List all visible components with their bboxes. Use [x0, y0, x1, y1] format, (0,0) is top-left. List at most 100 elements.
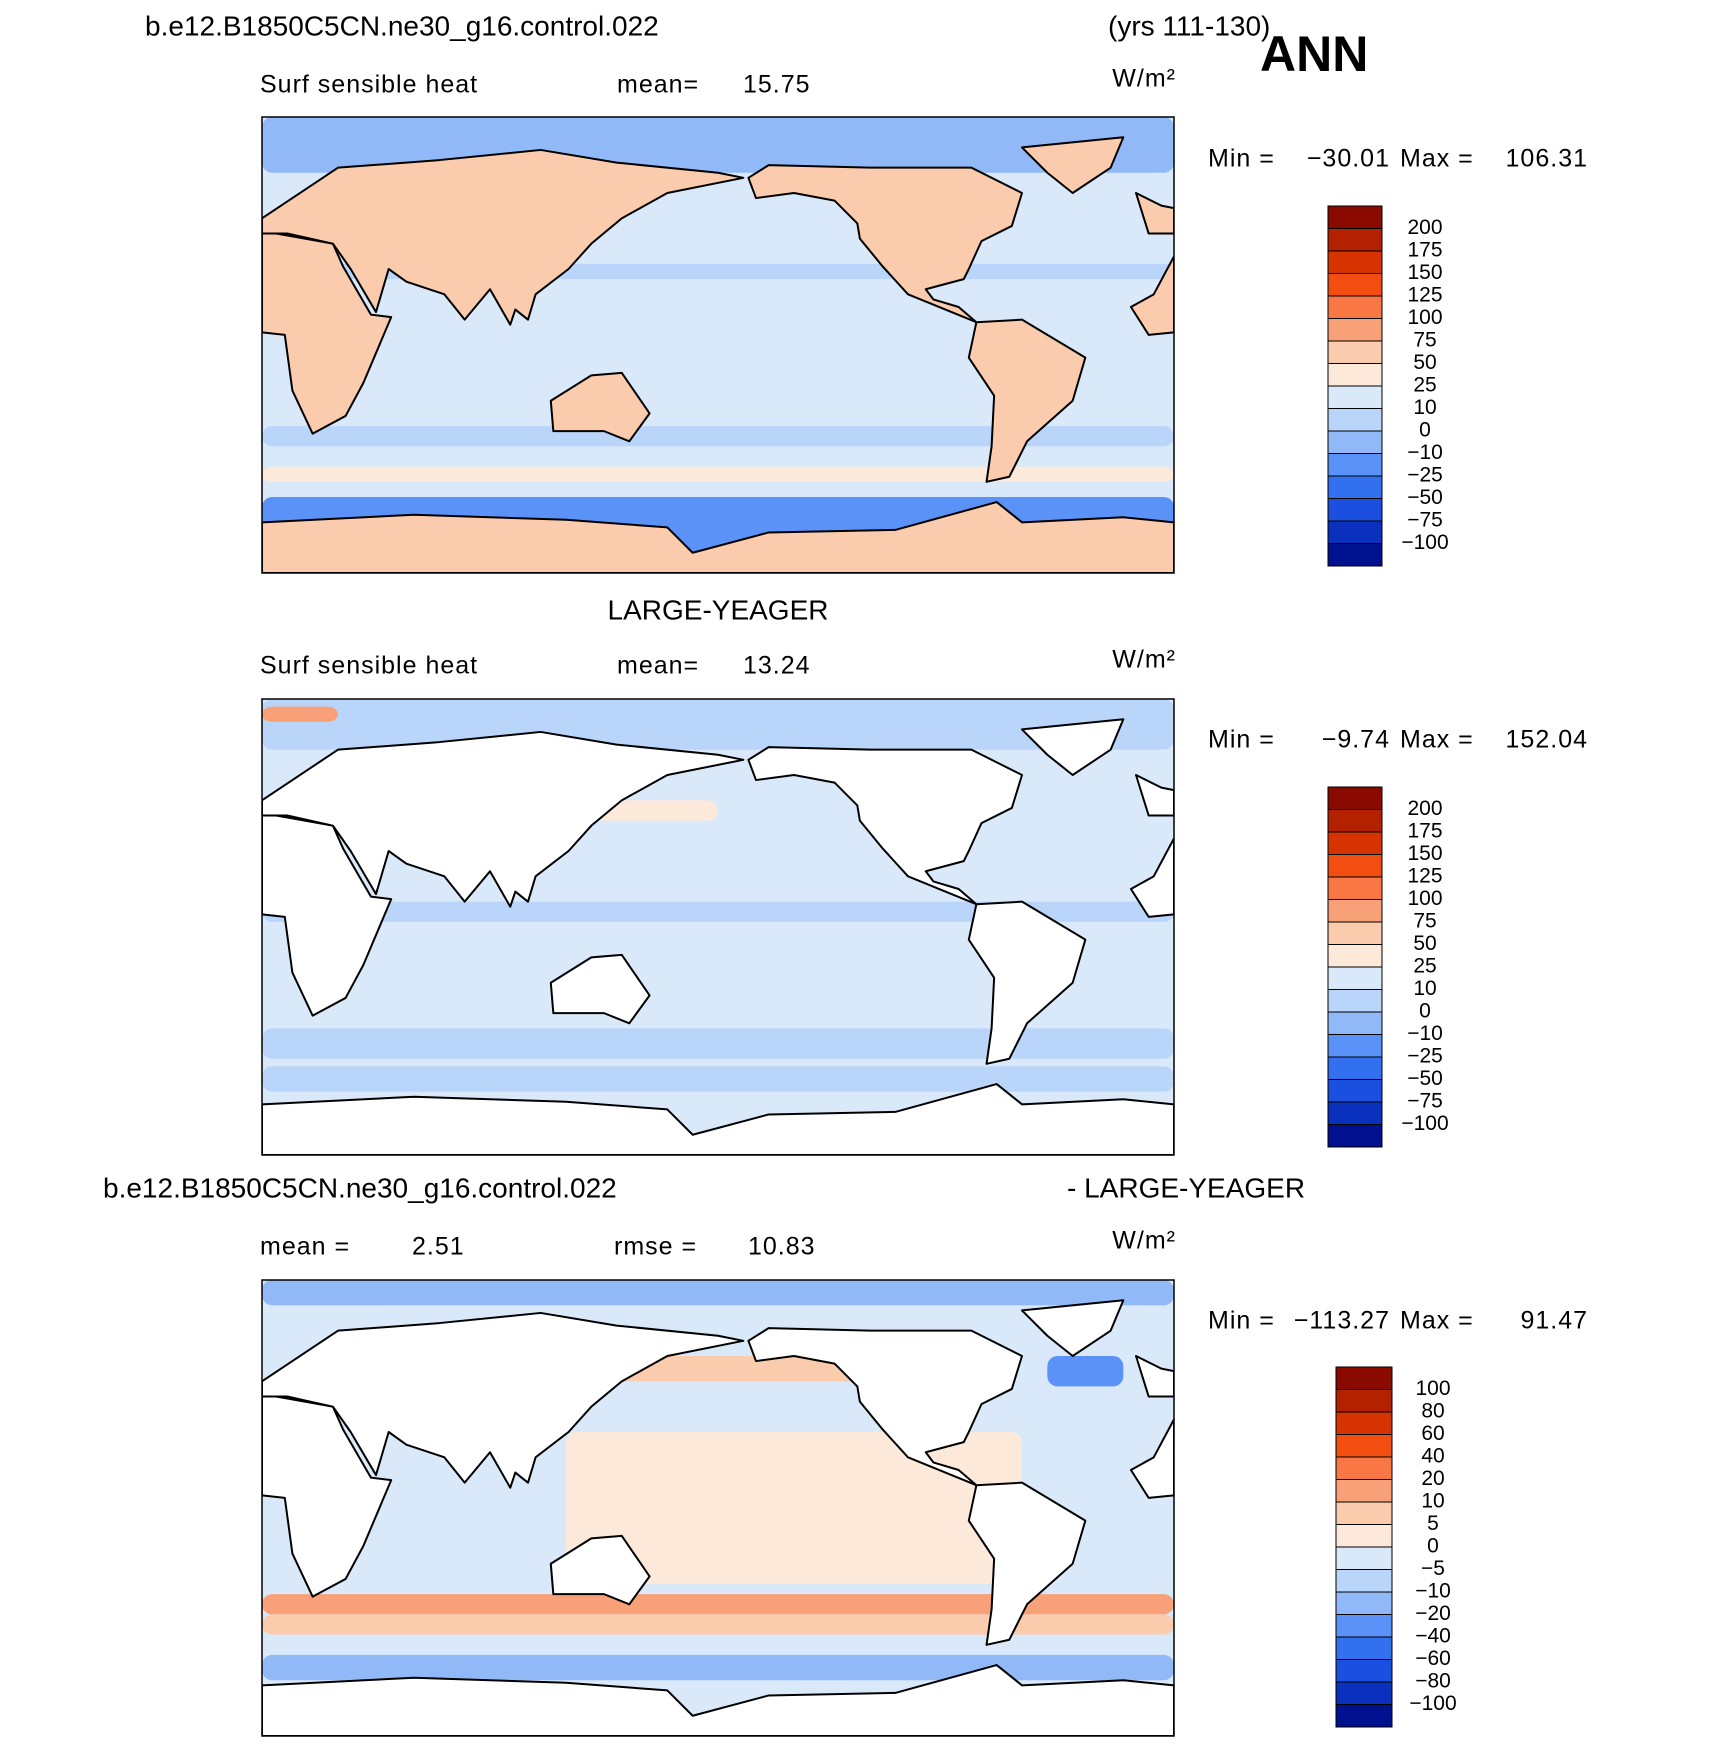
map [262, 117, 1174, 573]
units: W/m² [1112, 1227, 1176, 1255]
stat-value: 15.75 [743, 71, 811, 99]
colorbar-box [1327, 250, 1383, 274]
stat-value: 10.83 [748, 1233, 816, 1261]
colorbar-box [1327, 318, 1383, 342]
stat-value: 13.24 [743, 652, 811, 680]
min-value: −9.74 [1322, 726, 1390, 754]
colorbar-label: 100 [1415, 1377, 1450, 1400]
colorbar-box [1327, 543, 1383, 567]
colorbar-box [1335, 1636, 1393, 1660]
colorbar-label: 0 [1419, 1000, 1431, 1023]
units: W/m² [1112, 65, 1176, 93]
stat-label: mean= [617, 652, 699, 680]
colorbar-box [1335, 1434, 1393, 1458]
colorbar-label: 80 [1421, 1400, 1444, 1423]
contour-band [262, 706, 338, 722]
map-frame [261, 116, 1175, 574]
colorbar-label: 150 [1407, 842, 1442, 865]
colorbar-box [1335, 1501, 1393, 1525]
colorbar-label: 50 [1413, 351, 1436, 374]
stat-label: mean= [617, 71, 699, 99]
colorbar-box [1335, 1524, 1393, 1548]
colorbar-label: 5 [1427, 1512, 1439, 1535]
colorbar-label: −25 [1407, 464, 1443, 487]
panel-title: LARGE-YEAGER [608, 594, 829, 625]
colorbar-box [1327, 475, 1383, 499]
colorbar-box [1327, 1124, 1383, 1148]
min-label: Min = [1208, 1307, 1275, 1335]
max-label: Max = [1400, 1307, 1474, 1335]
map-frame [261, 698, 1175, 1156]
colorbar-label: 200 [1407, 216, 1442, 239]
colorbar-label: 150 [1407, 261, 1442, 284]
contour-band [1047, 1356, 1124, 1387]
season: ANN [1260, 26, 1368, 82]
contour-band [566, 1432, 1022, 1584]
colorbar-label: −75 [1407, 1090, 1443, 1113]
colorbar-box [1327, 966, 1383, 990]
map-content [262, 1280, 1174, 1736]
panel-title: b.e12.B1850C5CN.ne30_g16.control.022 [103, 1172, 617, 1203]
colorbar-box [1327, 363, 1383, 387]
colorbar-label: −10 [1407, 441, 1443, 464]
colorbar-box [1327, 520, 1383, 544]
colorbar-box [1327, 944, 1383, 968]
colorbar-label: 25 [1413, 955, 1436, 978]
colorbar-label: 60 [1421, 1422, 1444, 1445]
contour-band [262, 1614, 1174, 1635]
contour-band [262, 1654, 1174, 1681]
colorbar-box [1335, 1411, 1393, 1435]
contour-band [262, 901, 1174, 922]
colorbar-box [1327, 899, 1383, 923]
colorbar-box [1327, 831, 1383, 855]
colorbar-label: 10 [1413, 977, 1436, 1000]
colorbar-label: −5 [1421, 1557, 1445, 1580]
stat-label: rmse = [614, 1233, 697, 1261]
colorbar-label: 100 [1407, 306, 1442, 329]
colorbar-label: 175 [1407, 820, 1442, 843]
colorbar-label: 25 [1413, 374, 1436, 397]
colorbar-box [1327, 340, 1383, 364]
colorbar-label: 75 [1413, 329, 1436, 352]
colorbar-label: 10 [1413, 396, 1436, 419]
map-frame [261, 1279, 1175, 1737]
colorbar-box [1327, 273, 1383, 297]
max-label: Max = [1400, 726, 1474, 754]
min-value: −30.01 [1307, 145, 1390, 173]
colorbar-box [1327, 809, 1383, 833]
colorbar-label: 125 [1407, 865, 1442, 888]
colorbar-box [1335, 1366, 1393, 1390]
colorbar-box [1327, 453, 1383, 477]
colorbar-box [1335, 1659, 1393, 1683]
colorbar-box [1327, 408, 1383, 432]
colorbar-label: −25 [1407, 1045, 1443, 1068]
panel-title-right: - LARGE-YEAGER [1067, 1172, 1305, 1203]
colorbar-box [1335, 1591, 1393, 1615]
colorbar-box [1335, 1704, 1393, 1728]
map-content [262, 699, 1174, 1155]
colorbar-box [1327, 430, 1383, 454]
colorbar-box [1327, 205, 1383, 229]
colorbar-box [1327, 854, 1383, 878]
colorbar-label: 200 [1407, 797, 1442, 820]
colorbar-label: −40 [1415, 1625, 1451, 1648]
colorbar-box [1327, 498, 1383, 522]
contour-band [262, 1066, 1174, 1092]
colorbar-label: −100 [1401, 1112, 1448, 1135]
colorbar-box [1327, 295, 1383, 319]
contour-band [262, 466, 1174, 482]
map [262, 1280, 1174, 1736]
colorbar-box [1335, 1681, 1393, 1705]
map [262, 699, 1174, 1155]
colorbar-label: −10 [1407, 1022, 1443, 1045]
min-label: Min = [1208, 726, 1275, 754]
variable: Surf sensible heat [260, 652, 478, 680]
colorbar-label: −60 [1415, 1647, 1451, 1670]
colorbar-label: 0 [1419, 419, 1431, 442]
max-value: 152.04 [1506, 726, 1588, 754]
title: b.e12.B1850C5CN.ne30_g16.control.022 [145, 10, 659, 41]
colorbar-box [1335, 1569, 1393, 1593]
max-value: 91.47 [1520, 1307, 1588, 1335]
colorbar-label: 100 [1407, 887, 1442, 910]
